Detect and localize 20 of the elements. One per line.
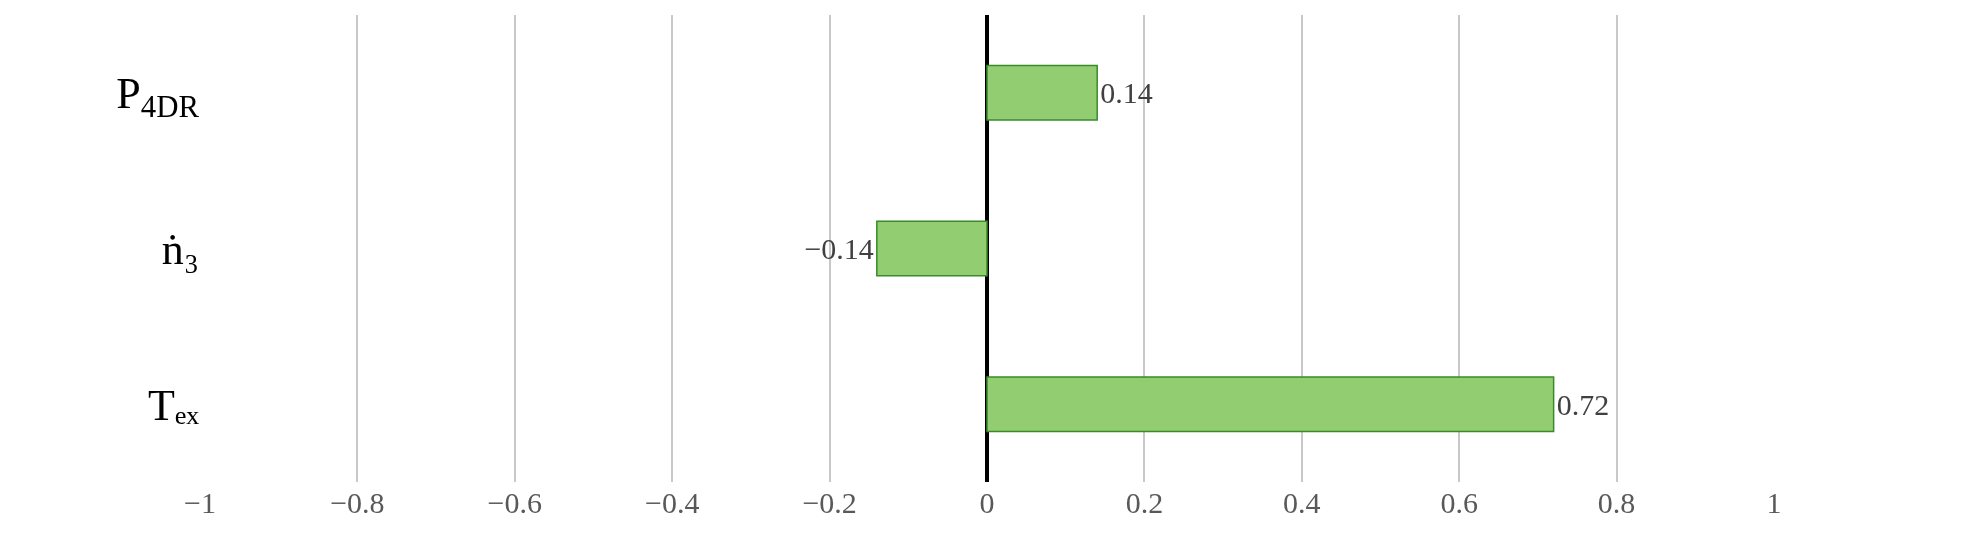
bar <box>876 220 988 277</box>
bar <box>986 64 1098 121</box>
x-tick-label: 0 <box>979 486 995 519</box>
y-tick-label: ṅ₃ <box>161 224 199 274</box>
x-tick-label: 0.2 <box>1125 486 1164 519</box>
x-tick-label: 0.8 <box>1597 486 1636 519</box>
x-tick-label: −1 <box>184 486 216 519</box>
x-tick-label: 0.4 <box>1283 486 1321 519</box>
bar <box>986 376 1555 433</box>
x-tick-label: −0.8 <box>330 486 385 519</box>
x-tick-label: −0.6 <box>487 486 543 519</box>
y-tick-label: P$_{4DR}$ <box>116 69 200 125</box>
data-label: 0.72 <box>1556 387 1610 421</box>
x-tick-label: −0.4 <box>644 486 700 519</box>
data-label: 0.14 <box>1100 76 1153 110</box>
data-label: −0.14 <box>804 232 874 265</box>
x-tick-label: 0.6 <box>1440 486 1478 519</box>
x-tick-label: −0.2 <box>802 486 857 519</box>
y-tick-label: Tₑₓ <box>148 380 200 430</box>
x-tick-label: 1 <box>1766 486 1782 519</box>
